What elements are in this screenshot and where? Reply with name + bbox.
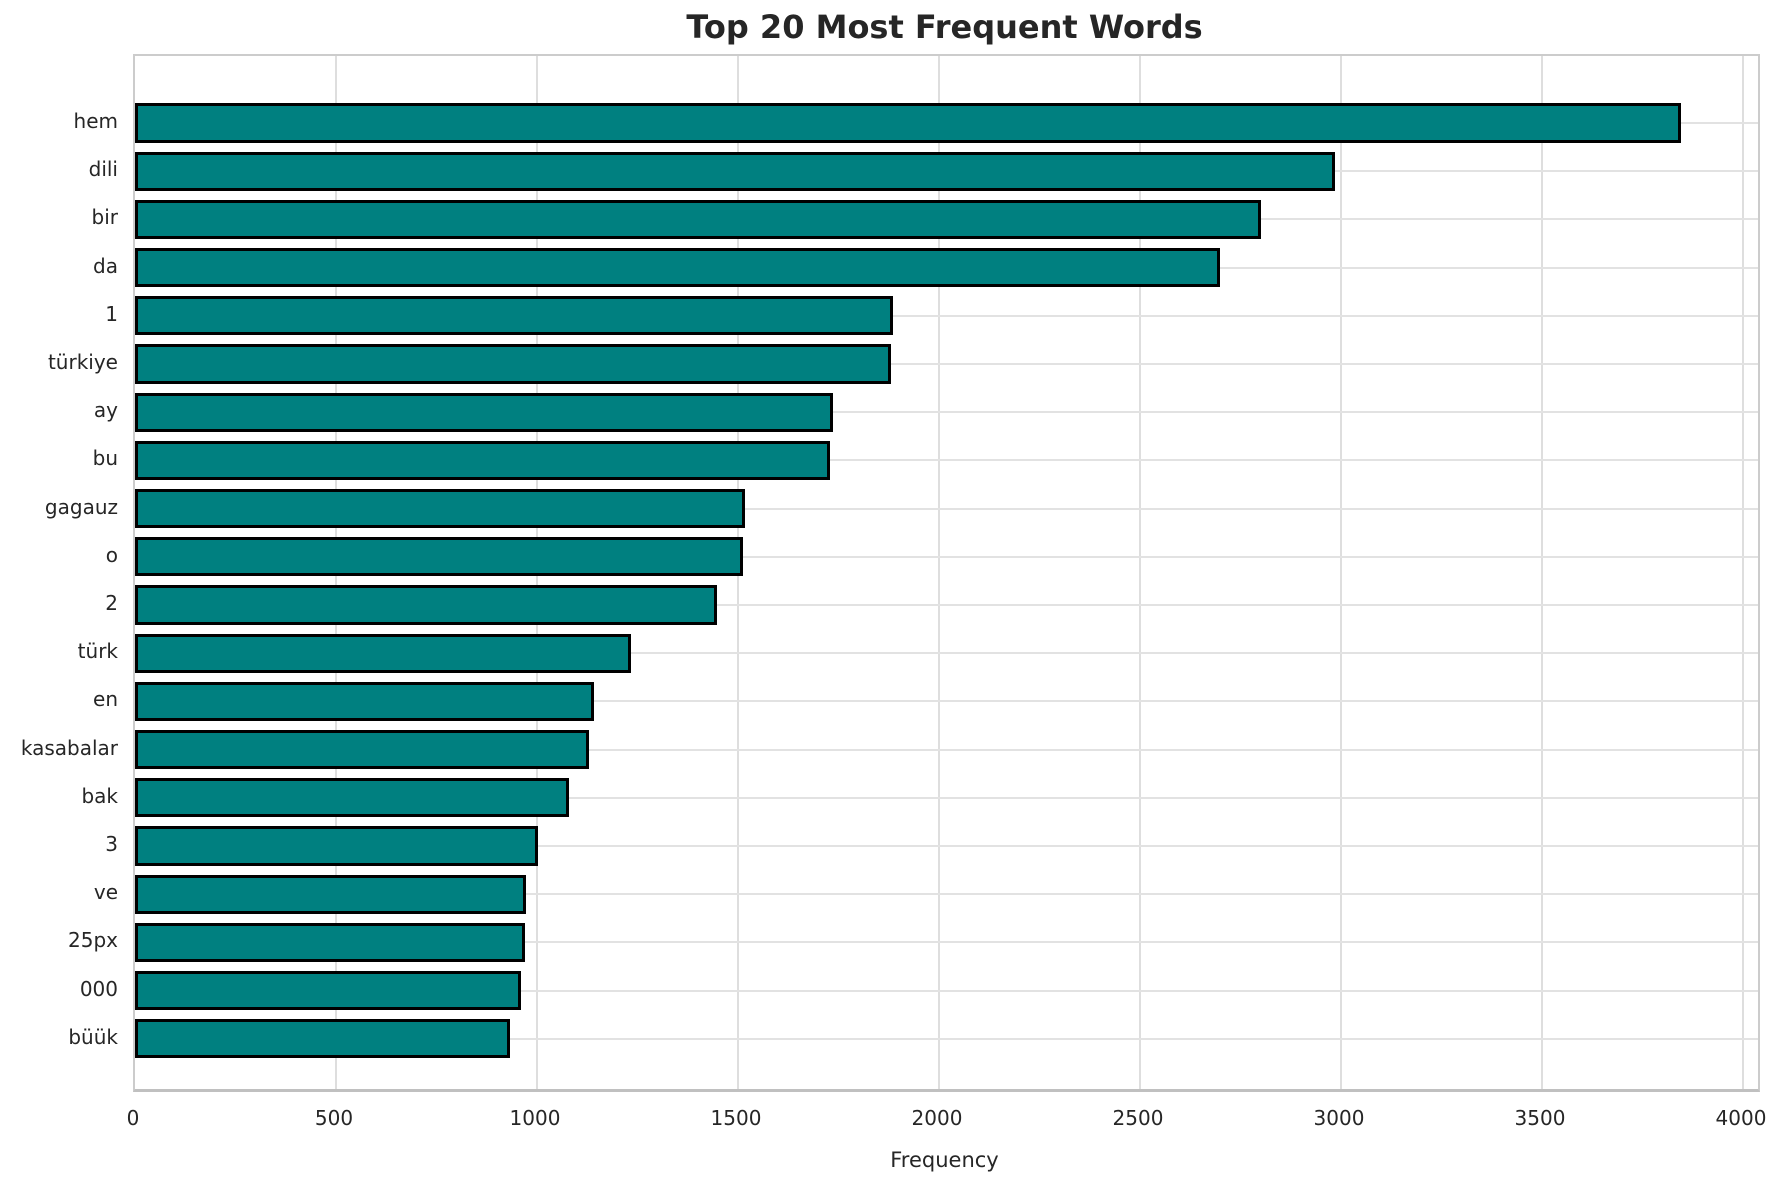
y-tick-label: ay	[93, 398, 118, 423]
y-tick-label: bak	[81, 783, 118, 808]
y-tick-label: türk	[77, 639, 118, 664]
y-tick-label: 25px	[68, 928, 118, 953]
bar-3	[135, 826, 539, 866]
bar-o	[135, 537, 744, 577]
gridline-vertical	[1541, 56, 1543, 1089]
gridline-horizontal	[135, 314, 1758, 317]
chart-title: Top 20 Most Frequent Words	[686, 8, 1203, 46]
bar-bu	[135, 440, 831, 481]
gridline-vertical	[1139, 56, 1141, 1089]
gridline-horizontal	[135, 941, 1758, 944]
x-tick-label: 4000	[1715, 1106, 1767, 1130]
plot-area	[133, 54, 1760, 1092]
y-tick-label: en	[93, 687, 118, 712]
gridline-horizontal	[135, 845, 1758, 847]
gridline-horizontal	[135, 1037, 1758, 1040]
gridline-horizontal	[135, 796, 1758, 799]
bar-1	[135, 296, 893, 336]
y-tick-label: 2	[105, 591, 118, 615]
gridline-horizontal	[135, 652, 1758, 655]
y-tick-label: ve	[93, 880, 118, 905]
bar-bir	[135, 199, 1261, 240]
gridline-horizontal	[135, 604, 1758, 606]
gridline-vertical	[1340, 56, 1342, 1089]
x-tick-label: 2500	[1112, 1106, 1164, 1130]
bar-hem	[135, 103, 1681, 143]
bar-türkiye	[135, 344, 891, 384]
bar-000	[135, 970, 522, 1011]
gridline-horizontal	[135, 700, 1758, 703]
y-tick-label: o	[105, 542, 118, 567]
y-tick-label: 3	[105, 832, 118, 856]
bar-en	[135, 681, 595, 722]
gridline-horizontal	[135, 411, 1758, 414]
y-tick-label: dili	[88, 157, 118, 182]
bar-ve	[135, 874, 527, 914]
y-tick-label: da	[93, 253, 118, 278]
bar-türk	[135, 633, 631, 673]
gridline-horizontal	[135, 555, 1758, 558]
y-tick-label: 000	[79, 976, 118, 1001]
bar-dili	[135, 151, 1335, 191]
bar-bak	[135, 778, 570, 818]
bar-gagauz	[135, 488, 745, 529]
gridline-horizontal	[135, 507, 1758, 510]
y-tick-label: 1	[105, 301, 118, 326]
x-tick-label: 3000	[1313, 1106, 1365, 1130]
y-tick-label: kasabalar	[20, 735, 118, 760]
x-tick-label: 1000	[509, 1106, 561, 1130]
gridline-horizontal	[135, 989, 1758, 992]
gridline-horizontal	[135, 459, 1758, 462]
gridline-vertical	[1742, 56, 1744, 1089]
x-tick-label: 0	[126, 1106, 140, 1130]
bar-da	[135, 247, 1221, 288]
y-tick-label: büük	[68, 1024, 118, 1049]
y-tick-label: bir	[91, 205, 118, 230]
y-tick-label: hem	[73, 109, 118, 133]
gridline-vertical	[938, 56, 940, 1089]
bar-25px	[135, 922, 526, 963]
gridline-horizontal	[135, 893, 1758, 896]
y-tick-label: bu	[92, 446, 118, 471]
gridline-horizontal	[135, 748, 1758, 751]
x-axis-label: Frequency	[890, 1148, 999, 1172]
y-tick-label: türkiye	[47, 350, 118, 374]
bar-kasabalar	[135, 729, 589, 770]
y-tick-label: gagauz	[44, 494, 118, 519]
bar-ay	[135, 392, 834, 432]
bar-2	[135, 585, 717, 625]
bar-büük	[135, 1019, 511, 1059]
x-tick-label: 500	[314, 1106, 354, 1130]
x-tick-label: 1500	[710, 1106, 762, 1130]
x-tick-label: 2000	[911, 1106, 963, 1130]
gridline-horizontal	[135, 363, 1758, 365]
x-tick-label: 3500	[1514, 1106, 1566, 1130]
